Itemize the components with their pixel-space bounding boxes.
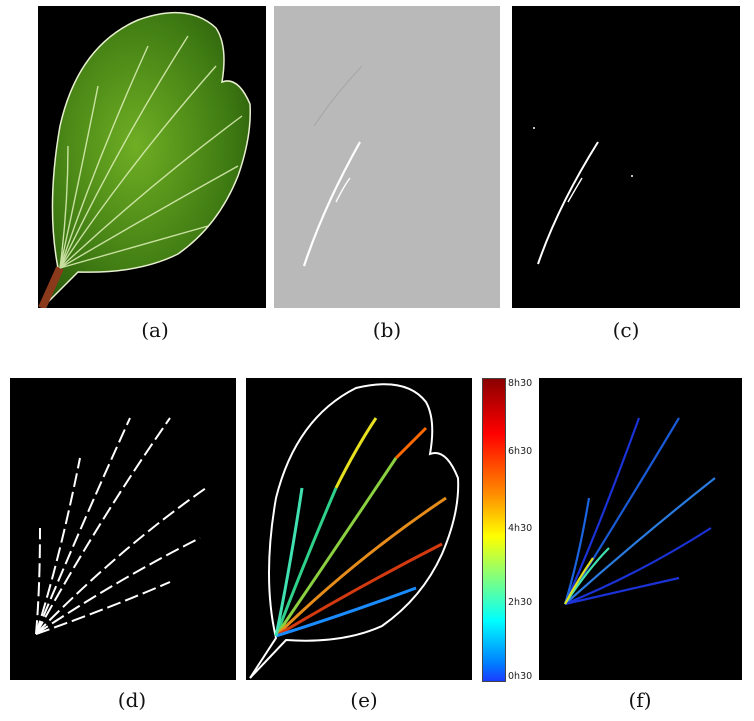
colorbar-label-2h30: 2h30 xyxy=(508,597,533,608)
colorbar xyxy=(482,378,506,682)
caption-d: (d) xyxy=(117,688,147,712)
colorbar-label-6h30: 6h30 xyxy=(508,446,533,457)
caption-e: (e) xyxy=(350,688,378,712)
panel-b-difference-image xyxy=(274,6,500,308)
caption-a: (a) xyxy=(141,318,169,342)
caption-f: (f) xyxy=(628,688,652,712)
colorbar-label-4h30: 4h30 xyxy=(508,523,533,534)
panel-d-vein-fragments xyxy=(10,378,236,680)
panel-a-leaf-photo xyxy=(38,6,266,308)
caption-c: (c) xyxy=(612,318,640,342)
panel-c-binary-segmentation xyxy=(512,6,740,308)
colorbar-label-0h30: 0h30 xyxy=(508,671,533,682)
panel-f-venation-graph xyxy=(539,378,742,680)
colorbar-label-8h30: 8h30 xyxy=(508,378,533,389)
caption-b: (b) xyxy=(372,318,402,342)
panel-e-timing-map xyxy=(246,378,472,680)
